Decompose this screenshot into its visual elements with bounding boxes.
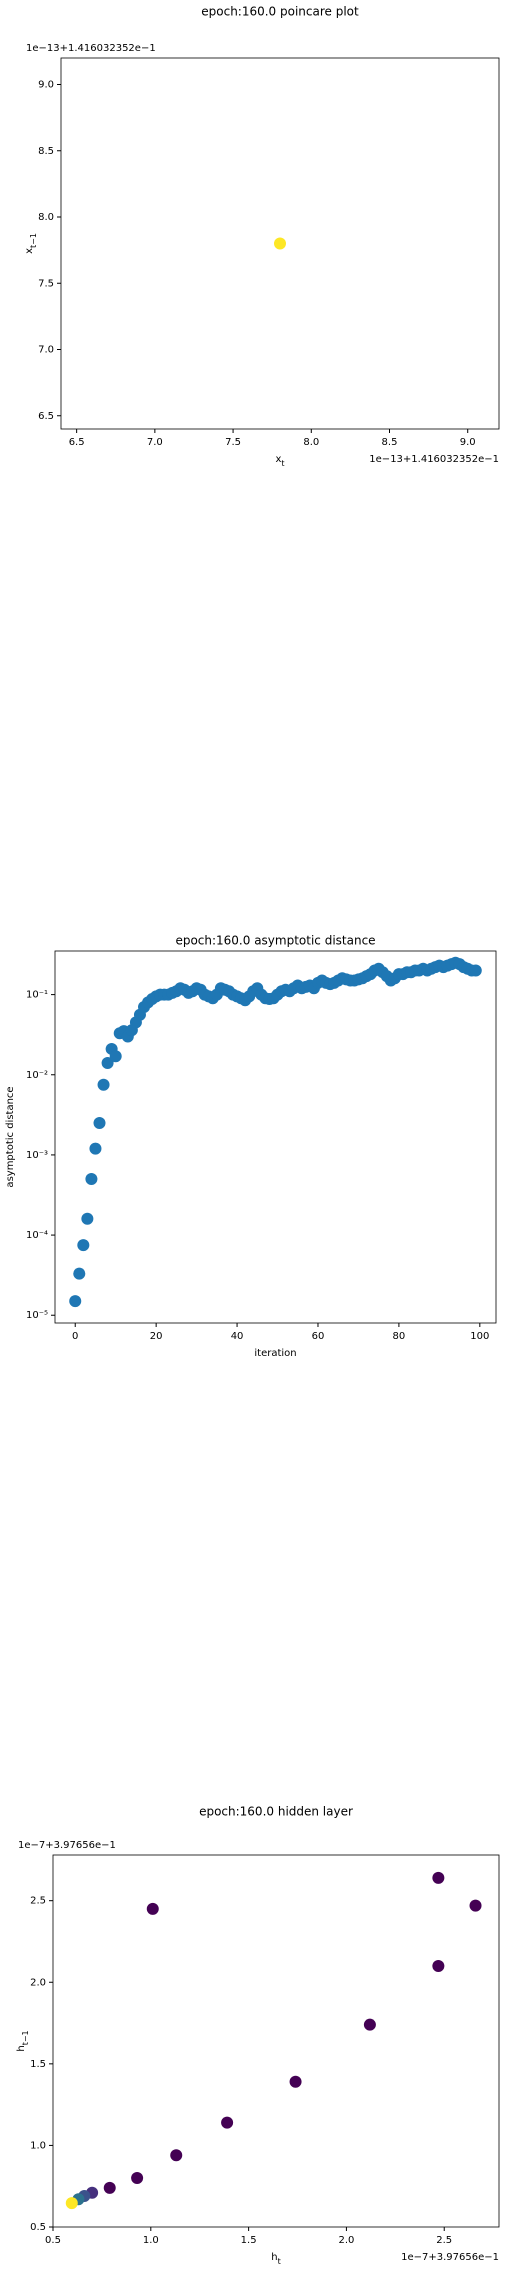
chart-title: epoch:160.0 asymptotic distance bbox=[175, 934, 375, 948]
y-tick-label: 8.5 bbox=[38, 146, 54, 157]
x-tick-label: 80 bbox=[393, 1331, 406, 1342]
point bbox=[93, 1117, 106, 1130]
y-tick-label: 2.5 bbox=[30, 1896, 46, 1907]
y-tick-label: 10⁻¹ bbox=[26, 990, 48, 1001]
y-tick-label: 1.5 bbox=[30, 2059, 46, 2070]
label-sub: t−1 bbox=[29, 233, 38, 248]
point bbox=[85, 1173, 98, 1186]
y-tick-label: 2.0 bbox=[30, 1977, 46, 1988]
x-tick-label: 100 bbox=[470, 1331, 489, 1342]
y-tick-label: 10⁻⁴ bbox=[26, 1230, 48, 1241]
x-tick-label: 8.0 bbox=[303, 437, 319, 448]
point bbox=[81, 1212, 94, 1225]
x-tick-label: 1.0 bbox=[143, 2235, 159, 2246]
point bbox=[109, 1050, 122, 1063]
axes-frame bbox=[60, 57, 500, 430]
y-tick-label: 10⁻² bbox=[26, 1070, 48, 1081]
axes-frame bbox=[52, 1854, 500, 2228]
y-axis-label: asymptotic distance bbox=[5, 1086, 16, 1187]
x-tick-label: 0 bbox=[72, 1331, 78, 1342]
x-tick-label: 40 bbox=[231, 1331, 244, 1342]
y-axis-label: xt−1 bbox=[24, 233, 38, 254]
point bbox=[363, 2018, 376, 2031]
point bbox=[97, 1078, 110, 1091]
x-axis-label: ht bbox=[271, 2252, 280, 2266]
point bbox=[432, 1871, 445, 1884]
y-tick-label: 8.0 bbox=[38, 212, 54, 223]
y-axis-label: ht−1 bbox=[16, 2030, 30, 2051]
x-tick-label: 8.5 bbox=[382, 437, 398, 448]
y-offset: 1e−13+1.416032352e−1 bbox=[26, 43, 156, 54]
point bbox=[131, 2172, 144, 2185]
point bbox=[101, 1057, 114, 1070]
y-tick-label: 10⁻³ bbox=[26, 1150, 48, 1161]
point bbox=[170, 2149, 183, 2162]
point bbox=[89, 1142, 102, 1155]
point bbox=[146, 1902, 159, 1915]
label-main: x bbox=[24, 248, 35, 254]
point bbox=[274, 237, 286, 250]
point bbox=[103, 2181, 116, 2194]
label-main: iteration bbox=[254, 1348, 296, 1359]
y-offset: 1e−7+3.97656e−1 bbox=[18, 1840, 116, 1851]
x-tick-label: 1.5 bbox=[241, 2235, 257, 2246]
point bbox=[469, 1899, 482, 1912]
point bbox=[69, 1295, 82, 1308]
chart-title: epoch:160.0 hidden layer bbox=[199, 1805, 353, 1819]
x-offset: 1e−13+1.416032352e−1 bbox=[369, 454, 499, 465]
x-axis-label: xt bbox=[275, 454, 284, 468]
point bbox=[289, 2075, 302, 2088]
chart-title: epoch:160.0 poincare plot bbox=[201, 5, 359, 19]
y-tick-label: 6.5 bbox=[38, 411, 54, 422]
point bbox=[432, 1959, 445, 1972]
point bbox=[469, 964, 482, 977]
x-tick-label: 2.5 bbox=[436, 2235, 452, 2246]
y-tick-label: 7.5 bbox=[38, 278, 54, 289]
y-tick-label: 9.0 bbox=[38, 80, 54, 91]
y-tick-label: 0.5 bbox=[30, 2222, 46, 2233]
x-tick-label: 0.5 bbox=[45, 2235, 61, 2246]
label-main: h bbox=[16, 2045, 27, 2051]
y-tick-label: 10⁻⁵ bbox=[26, 1310, 48, 1321]
x-offset: 1e−7+3.97656e−1 bbox=[401, 2252, 499, 2263]
x-tick-label: 60 bbox=[312, 1331, 325, 1342]
label-main: asymptotic distance bbox=[5, 1086, 16, 1187]
x-axis-label: iteration bbox=[254, 1348, 296, 1359]
point bbox=[77, 1239, 90, 1252]
x-tick-label: 6.5 bbox=[69, 437, 85, 448]
x-tick-label: 20 bbox=[150, 1331, 163, 1342]
point bbox=[221, 2116, 234, 2129]
x-tick-label: 7.0 bbox=[147, 437, 163, 448]
point bbox=[65, 2197, 78, 2210]
y-tick-label: 7.0 bbox=[38, 345, 54, 356]
label-sub: t−1 bbox=[21, 2030, 30, 2045]
axes-frame bbox=[54, 950, 497, 1324]
label-sub: t bbox=[278, 2257, 281, 2266]
label-main: x bbox=[275, 454, 281, 465]
x-tick-label: 2.0 bbox=[338, 2235, 354, 2246]
label-main: h bbox=[271, 2252, 277, 2263]
x-tick-label: 9.0 bbox=[460, 437, 476, 448]
label-sub: t bbox=[281, 459, 284, 468]
x-tick-label: 7.5 bbox=[225, 437, 241, 448]
y-tick-label: 1.0 bbox=[30, 2140, 46, 2151]
point bbox=[73, 1267, 86, 1280]
